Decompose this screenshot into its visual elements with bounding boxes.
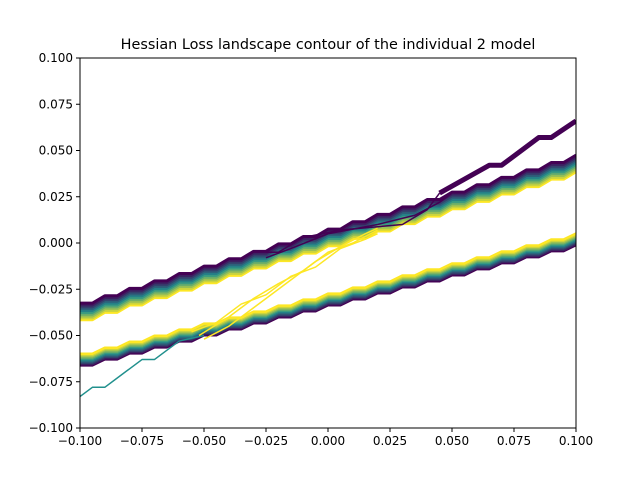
y-tick-label-7: 0.075 <box>39 97 73 111</box>
contour-lines <box>80 118 576 398</box>
x-tick-label-0: −0.100 <box>58 434 102 448</box>
contour-line-4 <box>191 233 378 333</box>
x-tick-label-8: 0.100 <box>559 434 593 448</box>
x-tick-label-3: −0.025 <box>244 434 288 448</box>
y-tick-label-0: −0.100 <box>29 421 73 435</box>
y-axis: −0.100 −0.075 −0.050 −0.025 0.000 0.025 0.050 0… <box>29 51 80 435</box>
y-tick-label-5: 0.025 <box>39 190 73 204</box>
contour-band-0-level-9 <box>80 153 576 305</box>
x-tick-label-4: 0.000 <box>311 434 345 448</box>
x-tick-label-2: −0.050 <box>182 434 226 448</box>
contour-band-0-level-3 <box>80 164 576 316</box>
x-tick-label-1: −0.075 <box>120 434 164 448</box>
contour-band-0-level-2 <box>80 166 576 318</box>
x-axis: −0.100 −0.075 −0.050 −0.025 0.000 0.025 0.050 0… <box>58 428 593 448</box>
chart-title: Hessian Loss landscape contour of the in… <box>121 37 536 53</box>
contour-band-0-level-6 <box>80 159 576 311</box>
contour-band-0-level-4 <box>80 163 576 314</box>
contour-band-0-level-5 <box>80 161 576 313</box>
contour-line-3 <box>80 334 205 398</box>
x-tick-label-6: 0.050 <box>435 434 469 448</box>
contour-line-5 <box>198 229 378 337</box>
x-tick-label-5: 0.025 <box>373 434 407 448</box>
contour-line-0 <box>438 118 576 196</box>
contour-band-0-level-0 <box>80 170 576 322</box>
contour-band-0-level-8 <box>80 155 576 307</box>
y-tick-label-1: −0.075 <box>29 375 73 389</box>
x-tick-label-7: 0.075 <box>497 434 531 448</box>
y-tick-label-3: −0.025 <box>29 282 73 296</box>
y-tick-label-4: 0.000 <box>39 236 73 250</box>
contour-line-1 <box>266 192 441 253</box>
contour-line-2 <box>265 192 453 259</box>
y-tick-label-8: 0.100 <box>39 51 73 65</box>
y-tick-label-6: 0.050 <box>39 144 73 158</box>
y-tick-label-2: −0.050 <box>29 329 73 343</box>
contour-line-6 <box>203 227 378 340</box>
contour-band-0-level-1 <box>80 168 576 320</box>
contour-band-1-level-9 <box>80 232 576 355</box>
